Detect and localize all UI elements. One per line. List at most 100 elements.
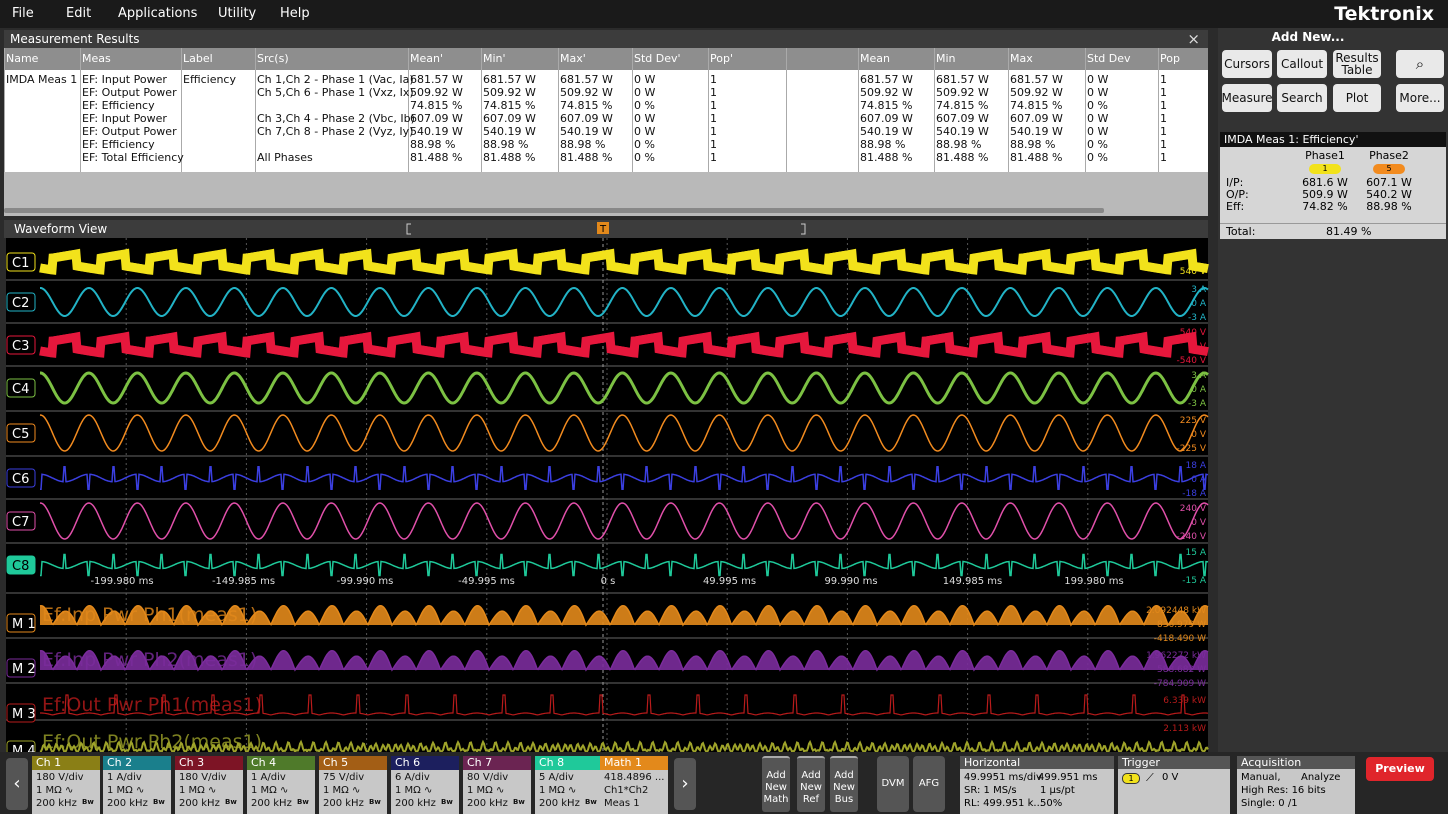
side-button[interactable]: More... — [1396, 84, 1444, 112]
table-cell: 540.19 W — [560, 125, 613, 138]
add-button-line: Add — [766, 770, 786, 781]
tile-line: 200 kHz — [539, 798, 580, 809]
tile-header: Ch 5 — [319, 756, 387, 770]
table-cell: 0 W — [1087, 125, 1109, 138]
tile-header: Ch 7 — [463, 756, 531, 770]
table-cell: 540.19 W — [1010, 125, 1063, 138]
channel-tile[interactable]: Ch 8 5 A/div 1 MΩ ∿ 200 kHz Bw — [535, 756, 603, 814]
badge-value: 509.9 W — [1302, 188, 1348, 201]
add-button-line: Add — [834, 770, 854, 781]
horizontal-line: RL: 499.951 k... — [964, 798, 1043, 809]
badge-row-label: I/P: — [1226, 176, 1244, 189]
menu-item[interactable]: Utility — [218, 6, 257, 21]
table-cell: 1 — [1160, 73, 1167, 86]
trigger-panel[interactable]: Trigger 1 ⟋ 0 V — [1118, 756, 1230, 814]
channel-tile[interactable]: Ch 4 1 A/div 1 MΩ ∿ 200 kHz Bw — [247, 756, 315, 814]
tool-button[interactable]: DVM — [877, 756, 909, 812]
channel-tile[interactable]: Ch 2 1 A/div 1 MΩ ∿ 200 kHz Bw — [103, 756, 171, 814]
channel-tile[interactable]: Ch 6 6 A/div 1 MΩ ∿ 200 kHz Bw — [391, 756, 459, 814]
menu-item[interactable]: Help — [280, 6, 310, 21]
table-cell: 74.815 % — [860, 99, 913, 112]
table-cell: EF: Total Efficiency — [82, 151, 184, 164]
waveform — [40, 694, 1209, 716]
column-divider — [558, 48, 559, 172]
table-cell: 0 % — [634, 138, 655, 151]
table-cell: 74.815 % — [1010, 99, 1063, 112]
column-header: Meas — [82, 52, 111, 65]
column-divider — [632, 48, 633, 172]
tile-line: 180 V/div — [179, 772, 227, 783]
scale-label: 240 V — [1180, 504, 1207, 514]
menu-item[interactable]: File — [12, 6, 34, 21]
channel-tile[interactable]: Ch 7 80 V/div 1 MΩ ∿ 200 kHz Bw — [463, 756, 531, 814]
side-button[interactable]: Callout — [1277, 50, 1327, 78]
side-button[interactable]: Measure — [1222, 84, 1273, 112]
horizontal-line: SR: 1 MS/s — [964, 785, 1017, 796]
tile-line: 80 V/div — [467, 772, 509, 783]
acquisition-line: Manual, — [1241, 772, 1281, 783]
scroll-left[interactable]: ‹ — [6, 758, 28, 810]
scale-label: 225 V — [1180, 416, 1207, 426]
table-cell: 509.92 W — [483, 86, 536, 99]
waveform-fill — [40, 605, 1208, 625]
table-cell: 681.57 W — [860, 73, 913, 86]
tile-header: Ch 1 — [32, 756, 100, 770]
table-cell: 81.488 % — [860, 151, 913, 164]
tile-line: 180 V/div — [36, 772, 84, 783]
table-cell: 0 W — [634, 73, 656, 86]
channel-tile[interactable]: Ch 5 75 V/div 1 MΩ ∿ 200 kHz Bw — [319, 756, 387, 814]
add-button[interactable]: Add New Bus — [830, 756, 858, 812]
side-button[interactable]: ⌕ — [1396, 50, 1444, 78]
column-divider — [181, 48, 182, 172]
channel-tile[interactable]: Ch 1 180 V/div 1 MΩ ∿ 200 kHz Bw — [32, 756, 100, 814]
close-button[interactable]: × — [1187, 30, 1200, 48]
side-button[interactable]: Cursors — [1222, 50, 1272, 78]
tile-header: Ch 2 — [103, 756, 171, 770]
channel-tile[interactable]: Ch 3 180 V/div 1 MΩ ∿ 200 kHz Bw — [175, 756, 243, 814]
preview-button[interactable]: Preview — [1366, 757, 1434, 781]
channel-tile[interactable]: Math 1 418.4896 ... Ch1*Ch2 Meas 1 — [600, 756, 668, 814]
tile-line: 200 kHz — [323, 798, 364, 809]
table-cell: 1 — [1160, 99, 1167, 112]
channel-label: C4 — [12, 382, 29, 397]
horizontal-line: 1 µs/pt — [1040, 785, 1075, 796]
side-button[interactable]: Results Table — [1333, 50, 1381, 78]
table-body — [4, 70, 1208, 172]
time-label: 149.985 ms — [943, 576, 1002, 587]
add-button[interactable]: Add New Math — [762, 756, 790, 812]
add-button-line: New — [765, 782, 787, 793]
waveform — [39, 248, 1209, 275]
table-cell: Ch 7,Ch 8 - Phase 2 (Vyz, Iy) — [257, 125, 414, 138]
tile-line: 1 MΩ ∿ — [395, 785, 433, 796]
side-button[interactable]: Search — [1277, 84, 1327, 112]
table-cell: 540.19 W — [936, 125, 989, 138]
tile-line: 1 A/div — [251, 772, 286, 783]
scroll-right[interactable]: › — [674, 758, 696, 810]
column-header: Pop' — [710, 52, 733, 65]
tile-line: 1 MΩ ∿ — [539, 785, 577, 796]
scale-label: 0 A — [1191, 385, 1207, 395]
table-cell: EF: Output Power — [82, 86, 177, 99]
scale-label: 0 V — [1191, 342, 1207, 352]
badge-total-label: Total: — [1226, 225, 1256, 238]
table-cell: 1 — [1160, 125, 1167, 138]
side-button[interactable]: Plot — [1333, 84, 1381, 112]
table-cell: EF: Efficiency — [82, 99, 155, 112]
menu-item[interactable]: Edit — [66, 6, 92, 21]
scrollbar[interactable] — [4, 208, 1104, 213]
menu-item[interactable]: Applications — [118, 6, 198, 21]
column-divider — [408, 48, 409, 172]
tool-button[interactable]: AFG — [913, 756, 945, 812]
horizontal-panel[interactable]: Horizontal 49.9951 ms/div 499.951 ms SR: 1 … — [960, 756, 1114, 814]
add-button-line: Add — [801, 770, 821, 781]
table-cell: EF: Output Power — [82, 125, 177, 138]
badge-value: 681.6 W — [1302, 176, 1348, 189]
table-cell: 1 — [1160, 86, 1167, 99]
waveform — [39, 649, 1209, 672]
add-button[interactable]: Add New Ref — [797, 756, 825, 812]
acquisition-panel[interactable]: Acquisition Manual, Analyze High Res: 16 bi… — [1237, 756, 1355, 814]
tile-header: Ch 3 — [175, 756, 243, 770]
scale-label: 18 A — [1186, 461, 1207, 471]
